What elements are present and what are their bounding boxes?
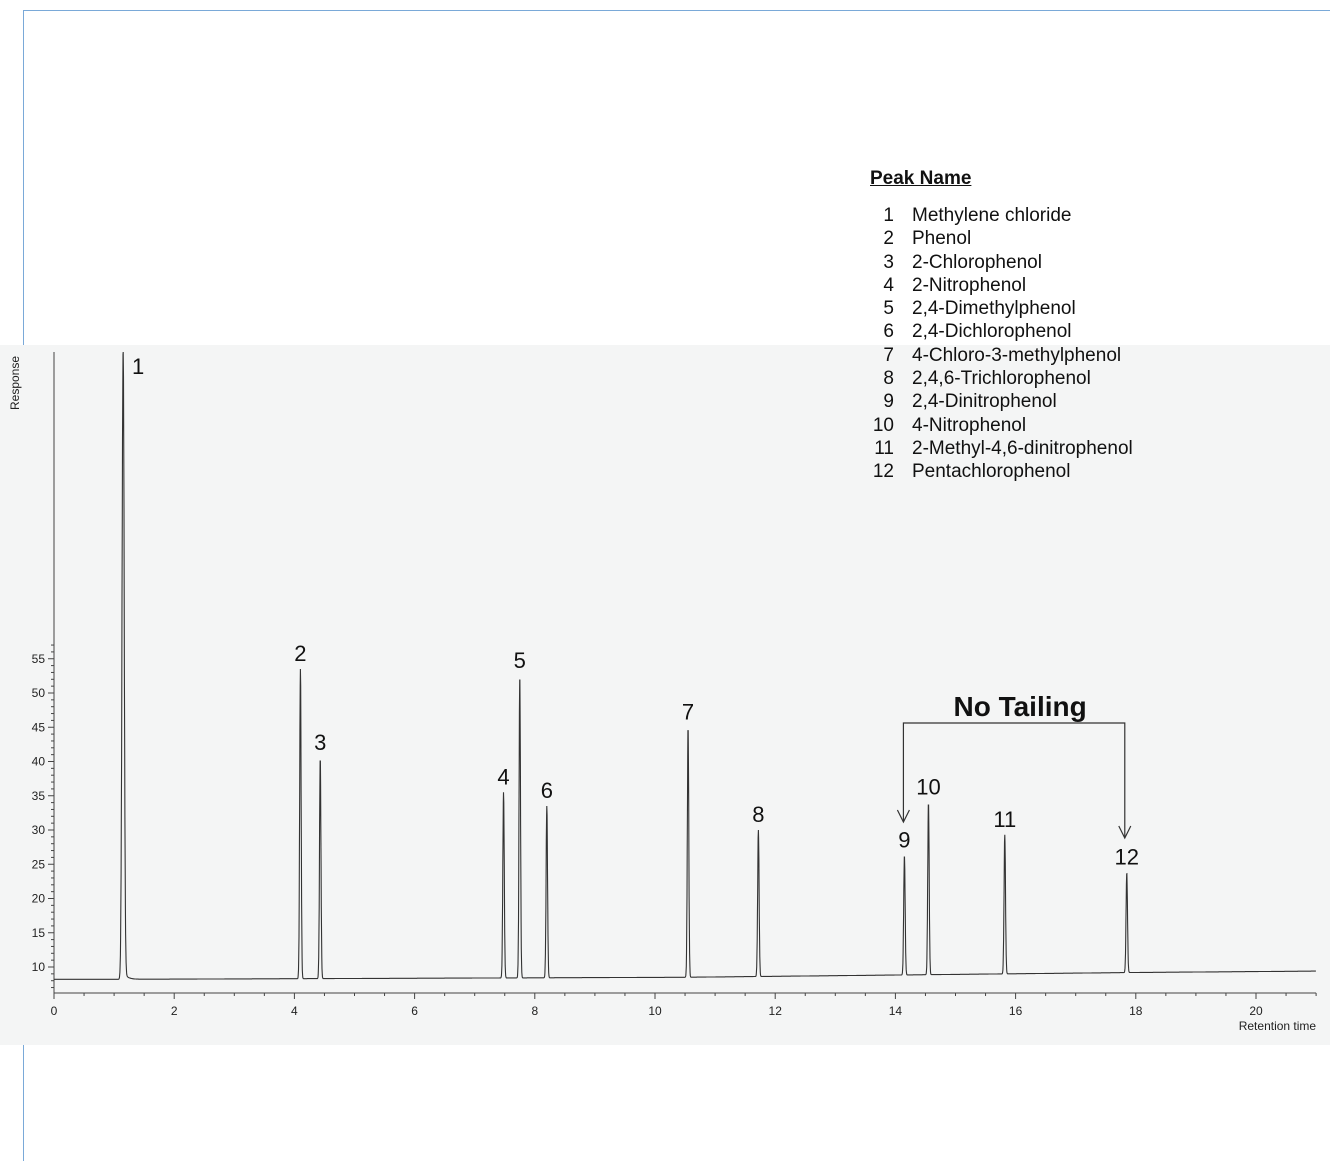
legend-entry: 2 Phenol xyxy=(870,227,1133,250)
peak-label: 1 xyxy=(132,354,144,379)
plot-background xyxy=(0,345,1330,1045)
legend-entry-name: 4-Chloro-3-methylphenol xyxy=(912,344,1122,366)
legend-entry-name: 2,4-Dichlorophenol xyxy=(912,321,1072,343)
peak-label: 7 xyxy=(682,699,694,724)
x-tick-label: 14 xyxy=(889,1004,903,1018)
legend-entry: 1 Methylene chloride xyxy=(870,204,1133,227)
legend-entry-number: 1 xyxy=(883,205,894,226)
peak-label: 4 xyxy=(497,764,509,789)
x-tick-label: 4 xyxy=(291,1004,298,1018)
annotation-text: No Tailing xyxy=(953,691,1086,722)
peak-label: 9 xyxy=(898,827,910,852)
legend-entry-number: 8 xyxy=(883,368,894,390)
y-tick-label: 45 xyxy=(32,720,46,734)
y-tick-label: 55 xyxy=(32,652,46,666)
frame-top-line xyxy=(23,10,1330,11)
x-tick-label: 2 xyxy=(171,1004,178,1018)
legend-entry-name: 2,4-Dimethylphenol xyxy=(912,298,1076,320)
legend-entry-name: Methylene chloride xyxy=(912,205,1072,226)
peak-label: 11 xyxy=(993,807,1016,832)
legend-entry-number: 9 xyxy=(883,391,894,413)
x-tick-label: 6 xyxy=(411,1004,418,1018)
legend-entry-number: 11 xyxy=(874,437,894,459)
trace-group xyxy=(54,351,1316,980)
legend-entry: 3 2-Chlorophenol xyxy=(870,251,1133,274)
y-axis-title: Response xyxy=(8,356,22,410)
chart-axes: 0 2 4 6 8 10 12 14 16 18 2010152025303540455055Ret… xyxy=(8,352,1317,1033)
peak-label: 3 xyxy=(314,730,326,755)
legend-entry-name: 4-Nitrophenol xyxy=(912,414,1027,436)
legend-entry: 11 2-Methyl-4,6-dinitrophenol xyxy=(870,437,1133,460)
legend-entry-number: 4 xyxy=(883,274,894,296)
legend-entry: 12 Pentachlorophenol xyxy=(870,460,1133,483)
legend-entry-name: Phenol xyxy=(912,228,972,250)
peak-label: 10 xyxy=(916,775,940,800)
x-tick-label: 18 xyxy=(1129,1004,1143,1018)
legend-entry-name: 2,4-Dinitrophenol xyxy=(912,391,1057,413)
legend-entry-number: 7 xyxy=(883,344,894,366)
peak-label: 2 xyxy=(294,641,306,666)
y-tick-label: 30 xyxy=(32,823,46,837)
peak-label: 12 xyxy=(1115,844,1139,869)
legend-entry-number: 3 xyxy=(883,251,894,273)
legend-entry-number: 5 xyxy=(883,298,894,320)
legend-entry-name: 2-Nitrophenol xyxy=(912,274,1027,296)
y-tick-label: 25 xyxy=(32,857,46,871)
peak-label: 8 xyxy=(752,802,764,827)
x-tick-label: 20 xyxy=(1249,1004,1263,1018)
legend-entry: 5 2,4-Dimethylphenol xyxy=(870,297,1133,320)
legend-entry-name: Pentachlorophenol xyxy=(912,461,1071,483)
legend-list: 1 Methylene chloride 2 Phenol 3 2-Chloropheno… xyxy=(870,204,1133,484)
y-tick-label: 40 xyxy=(32,755,46,769)
legend-entry: 10 4-Nitrophenol xyxy=(870,414,1133,437)
x-tick-label: 0 xyxy=(51,1004,58,1018)
legend-entry-number: 2 xyxy=(883,228,894,250)
legend-entry: 7 4-Chloro-3-methylphenol xyxy=(870,344,1133,367)
legend-entry: 9 2,4-Dinitrophenol xyxy=(870,390,1133,413)
peak-label: 5 xyxy=(514,648,526,673)
y-tick-label: 35 xyxy=(32,789,46,803)
y-tick-label: 50 xyxy=(32,686,46,700)
y-tick-label: 15 xyxy=(32,926,46,940)
legend-entry: 4 2-Nitrophenol xyxy=(870,274,1133,297)
legend-entry-name: 2-Methyl-4,6-dinitrophenol xyxy=(912,437,1133,459)
y-tick-label: 20 xyxy=(32,892,46,906)
legend-entry-name: 2,4,6-Trichlorophenol xyxy=(912,368,1091,390)
arrow-head-right xyxy=(1118,825,1132,840)
x-tick-label: 10 xyxy=(648,1004,662,1018)
x-tick-label: 12 xyxy=(769,1004,783,1018)
arrow-head-left xyxy=(896,809,910,824)
legend-entry: 6 2,4-Dichlorophenol xyxy=(870,320,1133,343)
legend-entry-name: 2-Chlorophenol xyxy=(912,251,1042,273)
x-tick-label: 8 xyxy=(531,1004,538,1018)
chromatogram-trace xyxy=(54,351,1316,980)
legend-entry: 8 2,4,6-Trichlorophenol xyxy=(870,367,1133,390)
x-tick-label: 16 xyxy=(1009,1004,1023,1018)
peak-legend: Peak Name 1 Methylene chloride 2 Phenol 3 2-C… xyxy=(870,168,1133,484)
annotation-bracket xyxy=(902,722,1126,838)
legend-entry-number: 6 xyxy=(883,321,894,343)
legend-title: Peak Name xyxy=(870,168,972,189)
y-tick-label: 10 xyxy=(32,960,46,974)
no-tailing-annotation: No Tailing xyxy=(896,691,1132,840)
legend-entry-number: 10 xyxy=(872,414,894,436)
legend-entry-number: 12 xyxy=(872,461,894,483)
peak-label: 6 xyxy=(541,778,553,803)
x-axis-title: Retention time xyxy=(1239,1019,1317,1033)
